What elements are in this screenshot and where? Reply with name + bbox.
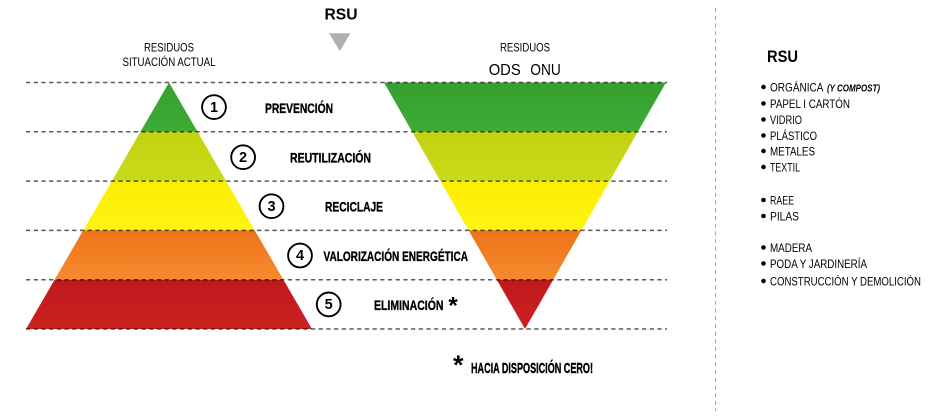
svg-text:2: 2 [239,150,247,166]
svg-text:TEXTIL: TEXTIL [770,160,800,174]
svg-text:4: 4 [296,248,304,264]
svg-text:MADERA: MADERA [770,241,812,255]
svg-text:PAPEL I CARTÓN: PAPEL I CARTÓN [770,96,850,111]
svg-text:*: * [453,350,464,380]
svg-text:ORGÁNICA: ORGÁNICA [770,79,824,94]
svg-text:(Y COMPOST): (Y COMPOST) [827,82,880,94]
svg-text:3: 3 [267,199,275,215]
svg-text:RESIDUOS: RESIDUOS [500,40,550,54]
svg-text:RECICLAJE: RECICLAJE [325,200,383,215]
svg-text:RESIDUOS: RESIDUOS [144,40,194,54]
svg-text:REUTILIZACIÓN: REUTILIZACIÓN [290,150,371,165]
svg-text:VIDRIO: VIDRIO [770,113,802,127]
svg-text:CONSTRUCCIÓN Y DEMOLICIÓN: CONSTRUCCIÓN Y DEMOLICIÓN [770,273,921,288]
svg-text:SITUACIÓN ACTUAL: SITUACIÓN ACTUAL [123,54,216,69]
svg-text:ONU: ONU [530,62,561,79]
svg-text:5: 5 [325,297,333,313]
svg-text:METALES: METALES [770,144,815,158]
svg-text:ODS: ODS [489,62,521,79]
svg-text:RAEE: RAEE [770,193,794,207]
svg-text:PILAS: PILAS [770,209,799,223]
svg-text:VALORIZACIÓN ENERGÉTICA: VALORIZACIÓN ENERGÉTICA [324,249,469,264]
svg-text:RSU: RSU [325,7,358,24]
svg-text:HACIA DISPOSICIÓN CERO!: HACIA DISPOSICIÓN CERO! [471,359,593,377]
svg-text:ELIMINACIÓN: ELIMINACIÓN [374,298,444,313]
svg-text:*: * [448,293,458,320]
svg-text:RSU: RSU [767,47,798,66]
svg-text:PLÁSTICO: PLÁSTICO [770,128,817,143]
svg-text:PODA Y JARDINERÍA: PODA Y JARDINERÍA [770,256,867,271]
svg-text:1: 1 [210,100,218,116]
svg-text:PREVENCIÓN: PREVENCIÓN [265,101,333,116]
